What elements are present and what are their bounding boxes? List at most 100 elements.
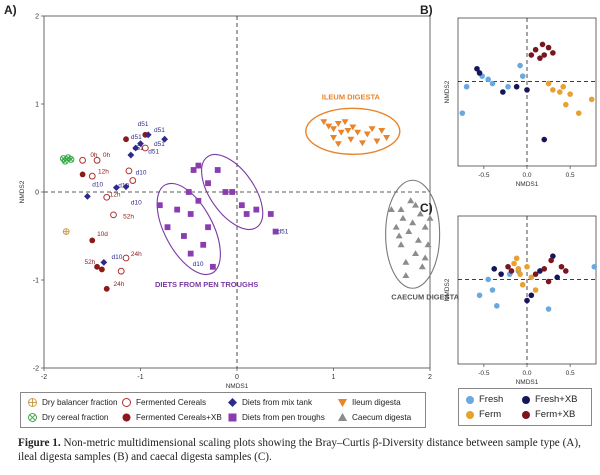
- y-tick-label-a: -2: [33, 366, 39, 373]
- point-c-3: [545, 278, 552, 285]
- point-a-4: [112, 184, 120, 191]
- point-b-3: [545, 44, 552, 51]
- point-label: d10: [112, 254, 123, 261]
- point-b-2: [541, 136, 548, 143]
- legend-marker: [522, 395, 530, 404]
- series-a-2: [79, 144, 149, 275]
- point-a-6: [330, 135, 337, 141]
- point-a-5-shape: [209, 263, 216, 270]
- point-a-7: [409, 219, 417, 226]
- point-a-7-shape: [409, 219, 417, 226]
- legend-marker-shape: [228, 398, 237, 407]
- series-c-2: [491, 253, 560, 304]
- x-tick-label-b: -0.5: [478, 172, 490, 179]
- point-a-7: [426, 214, 434, 221]
- x-tick-label-a: 1: [332, 374, 336, 381]
- ellipse-pen-upper: [201, 154, 264, 230]
- point-a-6: [347, 136, 355, 143]
- point-a-5: [267, 211, 274, 217]
- x-tick-label-c: -0.5: [478, 370, 490, 377]
- legend-marker: [28, 398, 37, 407]
- point-b-0: [489, 80, 496, 87]
- series-a-1: [59, 154, 75, 165]
- point-a-2: [117, 267, 125, 275]
- point-a-5-shape: [187, 211, 194, 217]
- legend-marker: [122, 398, 131, 407]
- series-a-5: [156, 162, 279, 270]
- point-label: d51: [133, 145, 144, 152]
- series-b-0: [459, 62, 526, 116]
- point-a-7-shape: [397, 206, 405, 212]
- legend-marker-shape-ring: [28, 413, 37, 422]
- legend-panel-a: Dry balancer fraction Dry cereal fraction…: [20, 392, 426, 428]
- point-b-1: [560, 83, 567, 90]
- point-label: d51: [154, 127, 165, 134]
- point-a-5: [200, 241, 207, 248]
- point-label: d51: [278, 228, 289, 235]
- legend-marker: [337, 412, 348, 421]
- legend-dot: [522, 395, 530, 404]
- point-a-5-shape: [187, 250, 194, 257]
- group-label-caecum: CAECUM DIGESTA: [391, 292, 459, 301]
- point-b-0: [517, 62, 523, 69]
- point-a-5-shape: [253, 206, 260, 213]
- y-axis-label-b: NMDS2: [444, 80, 451, 103]
- point-a-2-shape: [93, 156, 101, 164]
- group-label-ileum: ILEUM DIGESTA: [322, 93, 381, 102]
- point-a-7: [421, 254, 429, 261]
- y-axis-label-a: NMDS2: [19, 180, 26, 203]
- point-a-5: [187, 250, 194, 257]
- point-label: d10: [118, 183, 129, 190]
- point-b-3: [541, 52, 548, 58]
- point-a-7-shape: [407, 197, 415, 204]
- legend-marker: [228, 413, 237, 422]
- legend-marker-shape: [28, 413, 37, 422]
- point-a-7: [402, 272, 410, 278]
- point-c-2: [550, 253, 556, 259]
- point-a-6-shape: [349, 124, 357, 131]
- x-tick-label-c: 0.5: [566, 370, 575, 377]
- legend-marker: [228, 398, 237, 407]
- point-a-5-shape: [214, 167, 221, 173]
- point-a-7: [418, 263, 426, 270]
- point-a-6: [358, 140, 366, 147]
- point-a-5: [205, 224, 211, 231]
- point-b-3: [537, 55, 543, 61]
- legend-label: Fermented Cereals+XB: [136, 413, 222, 422]
- panel-b: B) -0.5 0.0 0.5 NMDS1 NMDS2: [420, 3, 597, 188]
- point-b-1: [556, 89, 563, 95]
- point-a-6: [378, 128, 386, 134]
- series-b-3: [528, 41, 556, 61]
- point-a-7: [412, 201, 420, 208]
- panel-b-label: B): [420, 3, 433, 17]
- point-a-7-shape: [414, 236, 422, 243]
- point-a-7: [407, 197, 415, 204]
- legend-item: Ferm: [465, 409, 501, 420]
- point-c-0: [545, 306, 552, 312]
- legend-label: Fresh+XB: [535, 394, 578, 405]
- legend-marker: [122, 413, 131, 422]
- legend-item: Dry balancer fraction: [27, 397, 118, 408]
- point-a-6-shape: [325, 123, 333, 130]
- point-c-0: [494, 303, 500, 309]
- point-a-5: [272, 228, 279, 235]
- point-a-4-shape: [137, 140, 144, 147]
- point-a-7-shape: [421, 223, 429, 230]
- point-label: 52h: [123, 213, 134, 220]
- point-a-5-shape: [185, 189, 192, 195]
- legend-marker: [466, 410, 474, 419]
- point-label: d51: [154, 141, 165, 148]
- group-label-pen-troughs: DIETS FROM PEN TROUGHS: [155, 280, 258, 289]
- point-a-5-shape: [272, 228, 279, 235]
- point-a-6-shape: [330, 135, 337, 141]
- legend-item: Fermented Cereals: [121, 397, 206, 408]
- x-axis-label-c: NMDS1: [516, 379, 539, 386]
- point-a-7-shape: [418, 263, 426, 270]
- point-a-2-shape: [110, 211, 117, 219]
- point-c-1: [532, 287, 539, 293]
- point-a-6: [373, 138, 381, 145]
- point-a-2-shape: [125, 167, 133, 175]
- point-a-5-shape: [267, 211, 274, 217]
- point-a-5: [174, 206, 181, 213]
- point-a-7-shape: [395, 232, 403, 239]
